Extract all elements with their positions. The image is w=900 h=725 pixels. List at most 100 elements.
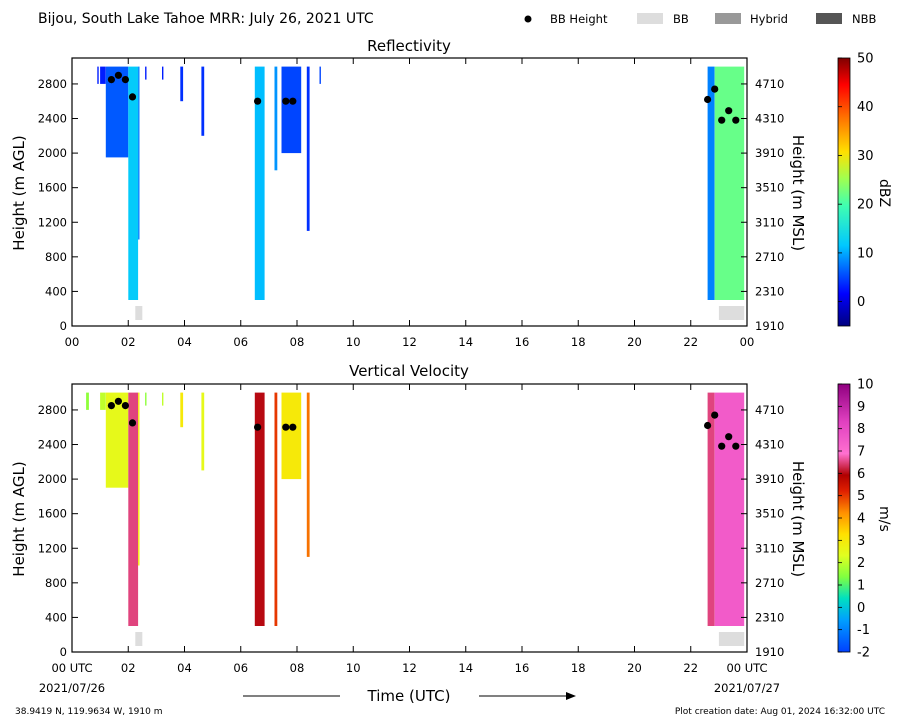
bb-height-point: [128, 93, 137, 101]
echo-column: [714, 392, 745, 626]
y-tick-label-right: 3910: [755, 472, 784, 486]
echo-column: [319, 66, 321, 84]
y-tick-label: 800: [45, 576, 67, 590]
echo-column: [145, 66, 147, 80]
y-tick-label-right: 2310: [755, 284, 784, 298]
velocity-ylabel: Height (m AGL): [10, 461, 28, 576]
y-tick-label: 400: [45, 610, 67, 624]
x-tick-label: 18: [571, 335, 586, 349]
colorbar-tick-label: 40: [857, 100, 874, 115]
velocity-echoes: [86, 392, 745, 626]
reflectivity-colorbar: [837, 57, 851, 327]
x-tick-label: 02: [121, 335, 136, 349]
y-tick-label-right: 2710: [755, 576, 784, 590]
x-axis-label: Time (UTC): [367, 687, 451, 705]
y-tick-label-right: 2310: [755, 610, 784, 624]
colorbar-tick-label: 1: [857, 579, 865, 594]
x-tick-label: 12: [402, 335, 417, 349]
colorbar-tick-label: 3: [857, 534, 865, 549]
velocity-plot-frame: [71, 383, 748, 653]
velocity-title: Vertical Velocity: [349, 362, 469, 380]
x-tick-label: 22: [683, 661, 698, 675]
echo-column: [138, 66, 140, 240]
x-tick-label: 02: [121, 661, 136, 675]
y-tick-label: 2800: [38, 403, 67, 417]
colorbar-tick-label: 7: [857, 445, 865, 460]
x-tick-label: 04: [177, 661, 192, 675]
colorbar-tick-label: 10: [857, 378, 874, 393]
reflectivity-bright-band: [135, 306, 745, 320]
bb-height-point: [289, 97, 297, 105]
colorbar-tick-label: -2: [857, 646, 870, 661]
x-tick-label: 00: [65, 335, 80, 349]
x-tick-label: 08: [290, 661, 305, 675]
echo-column: [162, 392, 164, 406]
legend-bb-height-marker: [524, 15, 532, 23]
x-tick-label: 06: [233, 335, 248, 349]
colorbar-tick-label: 9: [857, 400, 865, 415]
bb-height-point: [114, 397, 122, 405]
bb-height-point: [289, 423, 297, 431]
echo-column: [254, 66, 265, 300]
reflectivity-title: Reflectivity: [367, 37, 451, 55]
echo-column: [707, 66, 715, 300]
echo-column: [86, 392, 89, 410]
bb-height-point: [718, 116, 726, 124]
velocity-colorbar-ticks: -2 -1 0 1 2 3 4 5 6 7 8 9 10: [838, 378, 874, 661]
y-tick-label: 800: [45, 250, 67, 264]
y-tick-label: 1200: [38, 541, 67, 555]
y-tick-label: 2800: [38, 77, 67, 91]
velocity-axes: 0 1910 400 2310 800 2710 1200 3110 1600 3510 2000 3…: [38, 384, 784, 675]
y-tick-label-right: 3910: [755, 146, 784, 160]
colorbar-tick-label: 2: [857, 556, 865, 571]
velocity-ylabel-right: Height (m MSL): [789, 461, 807, 577]
bb-height-point: [107, 402, 115, 410]
colorbar-tick-label: 30: [857, 149, 874, 164]
legend-bb-label: BB: [673, 12, 689, 26]
y-tick-label: 0: [60, 645, 67, 659]
x-tick-label: 00 UTC: [726, 661, 767, 675]
bb-height-point: [128, 419, 137, 427]
bb-height-point: [725, 433, 733, 441]
bb-height-point: [704, 421, 712, 430]
y-tick-label: 2400: [38, 112, 67, 126]
reflectivity-ylabel-right: Height (m MSL): [789, 135, 807, 251]
bright-band-box: [718, 306, 745, 320]
echo-column: [180, 66, 184, 102]
echo-column: [128, 66, 139, 300]
reflectivity-bb-heights: [107, 71, 740, 124]
legend-hybrid-marker: [715, 13, 741, 24]
x-tick-label: 16: [515, 335, 530, 349]
bb-height-point: [725, 107, 733, 115]
y-tick-label-right: 4310: [755, 438, 784, 452]
velocity-panel: Vertical Velocity Height (m AGL) Height …: [10, 362, 892, 675]
bb-height-point: [121, 76, 129, 84]
x-tick-label: 14: [458, 335, 473, 349]
bright-band-box: [718, 632, 745, 646]
echo-column: [100, 392, 106, 410]
echo-column: [306, 392, 310, 557]
echo-column: [138, 392, 140, 566]
y-tick-label-right: 4710: [755, 77, 784, 91]
echo-column: [201, 66, 205, 136]
x-tick-label: 00 UTC: [51, 661, 92, 675]
colorbar-tick-label: 6: [857, 467, 865, 482]
echo-column: [306, 66, 310, 231]
y-tick-label-right: 1910: [755, 319, 784, 333]
bright-band-box: [135, 306, 143, 320]
bb-height-point: [254, 423, 262, 431]
y-tick-label-right: 2710: [755, 250, 784, 264]
bb-height-point: [121, 402, 129, 410]
bb-height-point: [107, 76, 115, 84]
echo-column: [281, 66, 302, 154]
y-tick-label-right: 3110: [755, 541, 784, 555]
x-tick-label: 10: [346, 661, 361, 675]
y-tick-label: 0: [60, 319, 67, 333]
x-tick-label: 10: [346, 335, 361, 349]
bb-height-point: [711, 411, 719, 419]
velocity-colorbar-label: m/s: [876, 506, 892, 532]
x-tick-label: 20: [627, 661, 642, 675]
colorbar-tick-label: 20: [857, 198, 874, 213]
y-tick-label: 2000: [38, 146, 67, 160]
